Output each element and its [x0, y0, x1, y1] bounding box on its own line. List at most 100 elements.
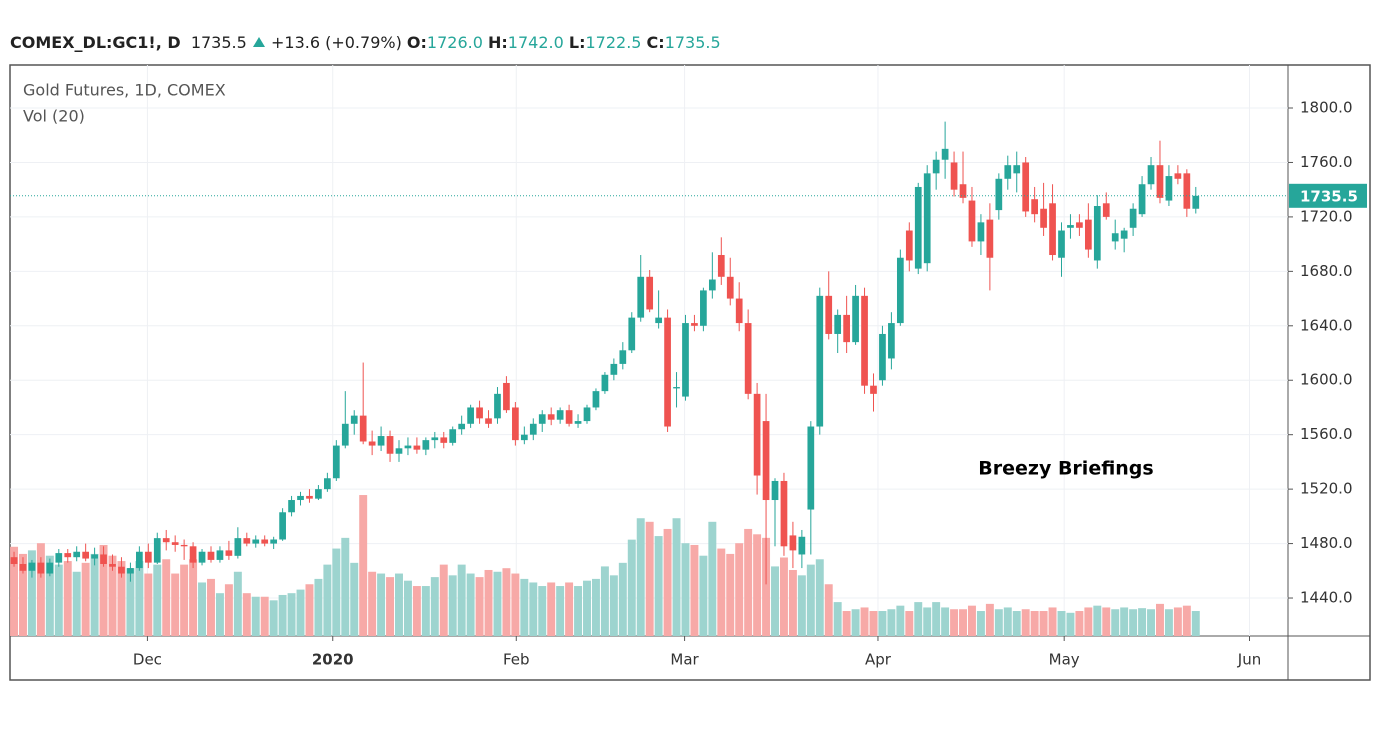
volume-bar [19, 553, 27, 636]
last: 1735.5 [190, 33, 247, 52]
volume-bar [1048, 607, 1057, 636]
ohlc-label: H: [488, 33, 508, 52]
volume-bar [45, 555, 54, 636]
candle-body [315, 489, 322, 499]
y-tick-label: 1480.0 [1300, 534, 1353, 552]
watermark: Breezy Briefings [978, 458, 1153, 480]
volume-bar [797, 575, 806, 636]
candle-body [55, 553, 63, 563]
x-tick-label: 2020 [312, 651, 354, 669]
candle-body [923, 173, 931, 264]
volume-bar [663, 528, 672, 636]
candle-body [1192, 195, 1200, 209]
candle-body [744, 323, 752, 394]
volume-bar [556, 586, 565, 636]
candle-body [350, 415, 358, 424]
volume-bar [788, 569, 797, 636]
volume-bar [609, 575, 618, 636]
y-tick-label: 1520.0 [1300, 480, 1353, 498]
volume-bar [207, 578, 215, 636]
volume-bar [753, 534, 762, 636]
candle-body [1040, 208, 1047, 228]
candle-body [700, 290, 707, 326]
candle-body [252, 539, 260, 544]
candle-body [1093, 206, 1101, 261]
candle-body [413, 445, 421, 450]
candle-body [896, 257, 904, 324]
candle-body [646, 276, 654, 310]
candle-body [762, 421, 770, 501]
candle-body [261, 539, 269, 544]
candle-body [682, 323, 689, 397]
volume-bar [242, 593, 251, 636]
ohlc-label: C: [646, 33, 665, 52]
volume-bar [377, 573, 386, 636]
volume-bar [627, 539, 636, 636]
volume-bar [744, 528, 753, 636]
volume-bar [976, 611, 985, 636]
candle-body [28, 562, 36, 571]
candle-body [243, 538, 251, 544]
candle-body [1156, 165, 1164, 198]
volume-bar [215, 593, 224, 636]
volume-bar [296, 589, 305, 636]
candle-body [100, 554, 107, 564]
candle-body [207, 551, 215, 560]
candle-body [1138, 184, 1146, 215]
candle-body [547, 414, 555, 420]
candle-body [861, 295, 868, 386]
volume-bar [341, 537, 350, 636]
candle-body [368, 441, 376, 446]
volume-bar [81, 562, 90, 636]
volume-bar [636, 518, 645, 636]
volume-bar [1066, 612, 1075, 636]
volume-bar [421, 586, 430, 636]
candle-body [834, 314, 842, 334]
last-price-label: 1735.5 [1300, 187, 1358, 205]
candle-body [538, 414, 546, 424]
candle-body [64, 553, 72, 558]
up-arrow [252, 37, 265, 47]
volume-bar [457, 564, 466, 636]
candle-body [610, 363, 618, 375]
candle-body [914, 186, 922, 269]
volume-bar [412, 586, 421, 636]
volume-bar [126, 568, 135, 636]
candle-body [556, 410, 564, 420]
volume-bar [869, 611, 878, 636]
volume-bar [529, 582, 538, 636]
volume-bar [180, 564, 189, 636]
candle-body [932, 159, 940, 174]
chart-title: Gold Futures, 1D, COMEX [23, 81, 226, 100]
candle-body [485, 418, 492, 424]
candle-body [422, 440, 430, 450]
volume-bar [1075, 611, 1084, 636]
volume-bar [1164, 609, 1173, 636]
ohlc-value: 1726.0 [426, 33, 483, 52]
candle-body [1111, 233, 1119, 242]
candle-body [1076, 222, 1083, 228]
candle-body [234, 538, 242, 556]
volume-bar [1003, 607, 1012, 636]
symbol: COMEX_DL:GC1!, D [10, 33, 181, 52]
candle-body [341, 423, 349, 446]
candle-body [512, 407, 519, 441]
volume-bar [359, 495, 368, 636]
volume-bar [1021, 609, 1030, 636]
candle-body [637, 276, 645, 318]
candle-body [297, 495, 304, 501]
volume-bar [950, 609, 959, 636]
candle-body [807, 426, 815, 510]
change: +13.6 (+0.79%) [270, 33, 402, 52]
ohlc-label: L: [568, 33, 586, 52]
candle-body [852, 295, 859, 343]
candle-body [171, 542, 179, 545]
volume-bar [475, 577, 484, 636]
y-tick-label: 1720.0 [1300, 207, 1353, 225]
x-tick-label: Feb [503, 651, 530, 669]
volume-bar [717, 548, 726, 636]
volume-bar [332, 548, 341, 636]
volume-bar [547, 582, 556, 636]
